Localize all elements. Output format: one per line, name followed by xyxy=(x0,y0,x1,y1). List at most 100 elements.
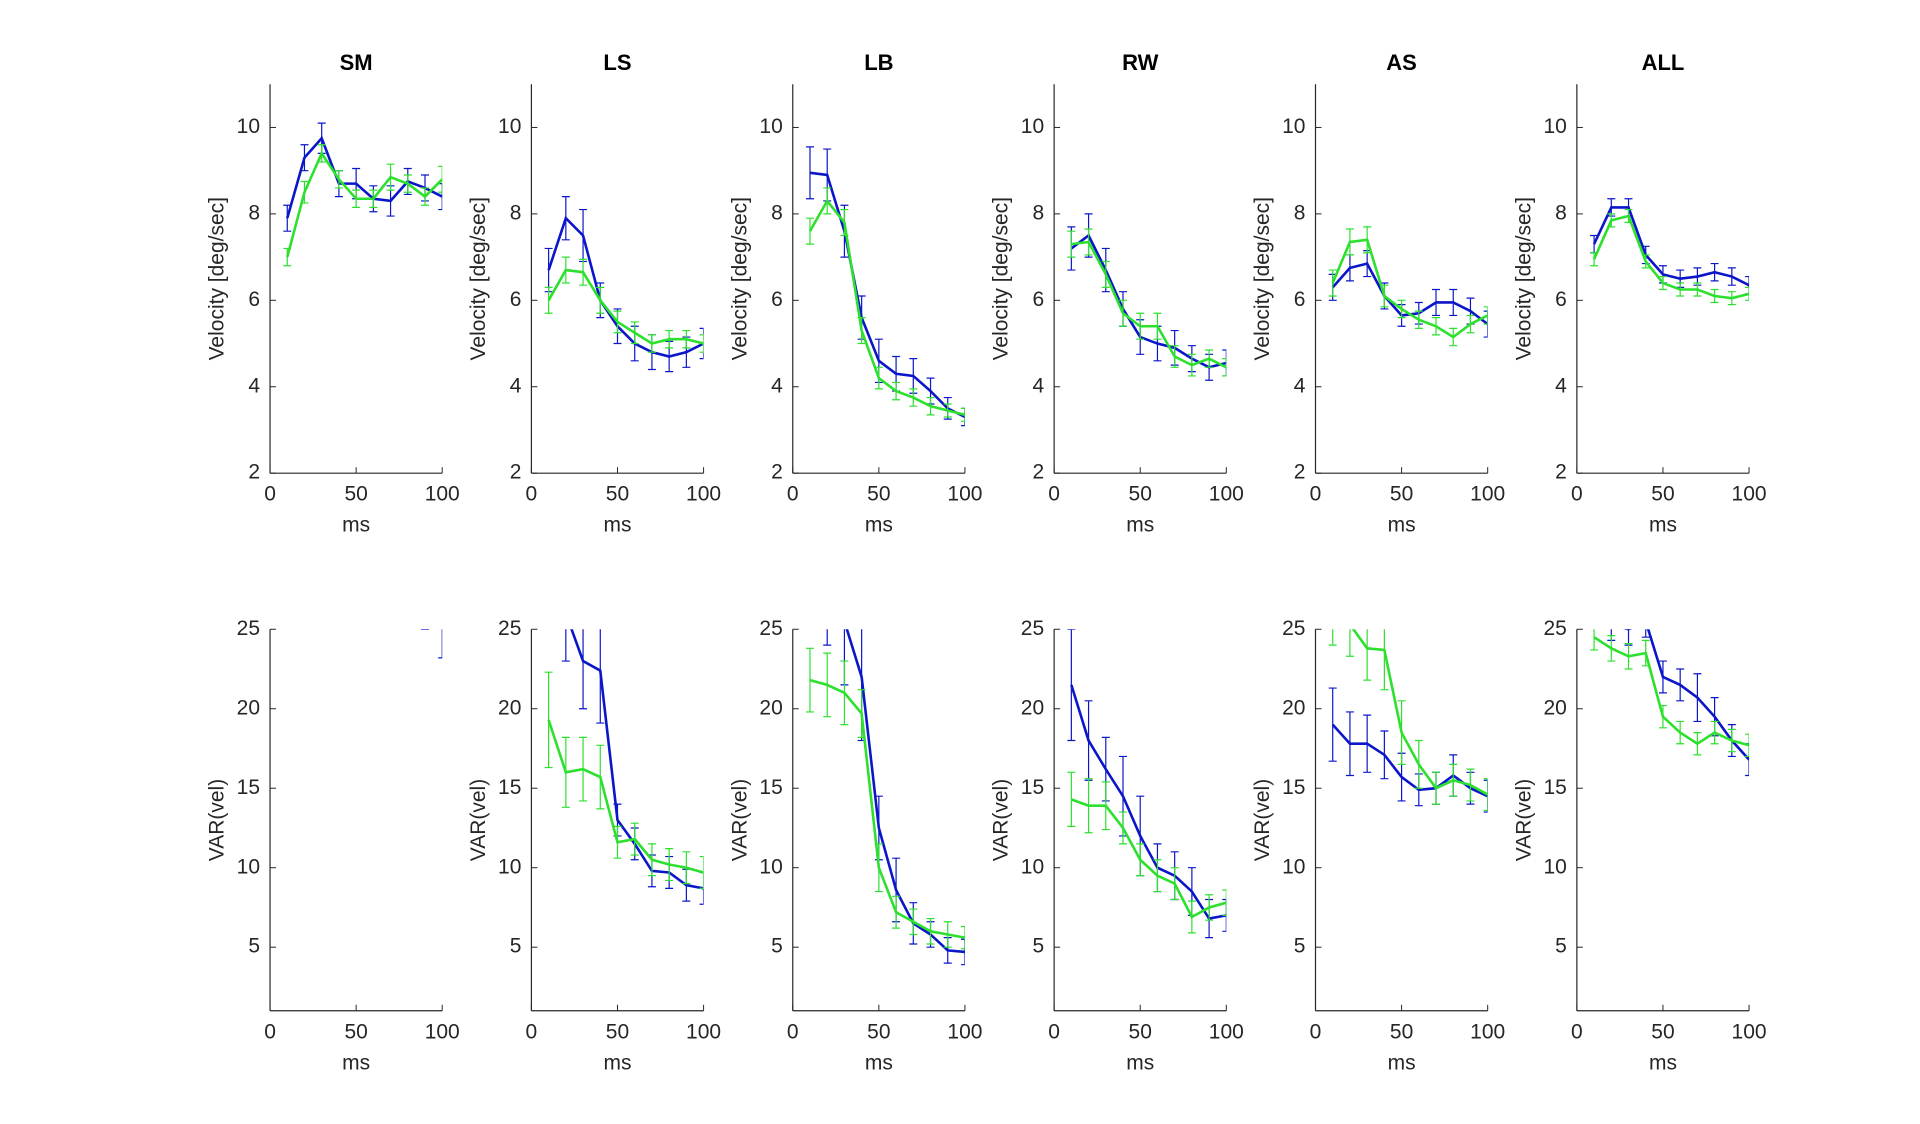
y-tick-label: 2 xyxy=(1032,461,1044,484)
error-bar xyxy=(1483,310,1488,338)
series-line xyxy=(808,198,965,417)
series-line xyxy=(547,719,704,874)
x-tick-label: 0 xyxy=(526,483,538,506)
error-bar xyxy=(613,825,622,859)
error-bar xyxy=(544,286,553,314)
plot-area xyxy=(1067,213,1227,381)
series-line xyxy=(1070,798,1227,919)
error-bar xyxy=(1067,629,1076,742)
error-bar xyxy=(579,629,588,710)
y-tick-label: 15 xyxy=(1544,776,1567,799)
y-tick-label: 2 xyxy=(771,461,783,484)
series-line xyxy=(1331,723,1488,798)
error-bar xyxy=(335,343,343,438)
error-bar xyxy=(926,396,935,416)
error-bar xyxy=(318,295,326,359)
error-bar xyxy=(404,534,412,598)
x-tick-label: 50 xyxy=(1651,1020,1674,1043)
error-bar xyxy=(1590,629,1599,651)
error-bar xyxy=(561,195,570,241)
series-line xyxy=(845,629,965,954)
error-bar xyxy=(1205,349,1214,368)
error-bar xyxy=(544,671,553,769)
error-bar xyxy=(1727,267,1736,286)
x-tick-label: 0 xyxy=(1571,1020,1583,1043)
y-tick-label: 5 xyxy=(248,935,260,958)
x-tick-label: 100 xyxy=(947,483,982,506)
x-axis-label: ms xyxy=(1649,1051,1677,1074)
y-tick-label: 6 xyxy=(1555,288,1567,311)
subplot: SM 0 50 100 2 4 6 8 10 ms Velocity [deg/sec] xyxy=(206,50,460,537)
y-tick-label: 25 xyxy=(1282,617,1305,640)
error-bar xyxy=(596,629,605,724)
error-bar xyxy=(1624,208,1633,224)
error-bar xyxy=(283,359,291,423)
error-bar xyxy=(1222,358,1227,377)
error-bar xyxy=(1590,252,1599,267)
error-bar xyxy=(1676,720,1685,745)
error-bar xyxy=(805,647,814,713)
y-tick-label: 15 xyxy=(498,776,521,799)
error-bar xyxy=(579,258,588,286)
x-tick-label: 50 xyxy=(867,1020,890,1043)
error-bar xyxy=(823,629,832,646)
error-bar xyxy=(1187,900,1196,934)
error-bar xyxy=(544,247,553,293)
error-bar xyxy=(857,689,866,738)
series-line xyxy=(809,171,965,419)
error-bar xyxy=(1641,254,1650,269)
error-bar xyxy=(960,925,965,950)
error-bar xyxy=(699,327,704,360)
error-bar xyxy=(283,204,292,232)
error-bar xyxy=(806,486,814,613)
y-axis-label: VAR(vel) xyxy=(1512,779,1535,861)
x-axis-label: ms xyxy=(1388,1051,1416,1074)
x-tick-label: 100 xyxy=(947,1020,982,1043)
x-axis-label: ms xyxy=(603,1051,631,1074)
y-tick-label: 5 xyxy=(1032,935,1044,958)
error-bar xyxy=(1658,704,1667,729)
error-bar xyxy=(1727,728,1736,753)
x-tick-label: 100 xyxy=(686,1020,721,1043)
y-tick-label: 15 xyxy=(237,776,260,799)
y-tick-label: 8 xyxy=(510,201,522,224)
error-bar xyxy=(1205,894,1214,921)
plot-area xyxy=(1328,226,1488,347)
y-tick-label: 20 xyxy=(1282,696,1305,719)
y-tick-label: 20 xyxy=(1021,696,1044,719)
error-bar xyxy=(1397,700,1406,765)
y-axis-label: Velocity [deg/sec] xyxy=(467,197,490,360)
x-tick-label: 100 xyxy=(425,483,460,506)
y-tick-label: 5 xyxy=(771,935,783,958)
plot-area xyxy=(283,264,443,659)
y-tick-label: 10 xyxy=(1282,115,1305,138)
error-bar xyxy=(1449,327,1458,347)
series-line xyxy=(809,678,965,939)
error-bar xyxy=(665,329,674,349)
error-bar xyxy=(283,264,291,359)
error-bar xyxy=(1084,228,1093,256)
subplot-title: LB xyxy=(864,50,893,75)
y-tick-label: 10 xyxy=(237,115,260,138)
error-bar xyxy=(1222,889,1227,916)
x-tick-label: 0 xyxy=(1048,1020,1060,1043)
y-tick-label: 25 xyxy=(1544,617,1567,640)
error-bar xyxy=(352,189,361,208)
x-tick-label: 0 xyxy=(1310,1020,1322,1043)
error-bar xyxy=(1607,213,1616,228)
error-bar xyxy=(1449,288,1458,317)
y-tick-label: 2 xyxy=(1555,461,1567,484)
error-bar xyxy=(1119,299,1128,327)
error-bar xyxy=(1170,345,1179,368)
y-tick-label: 4 xyxy=(1294,374,1306,397)
x-axis-label: ms xyxy=(342,1051,370,1074)
error-bar xyxy=(699,334,704,353)
error-bar xyxy=(1658,660,1667,694)
error-bar xyxy=(1170,867,1179,901)
error-bar xyxy=(823,652,832,718)
subplot-title: LS xyxy=(603,50,631,75)
subplot: LS 0 50 100 2 4 6 8 10 ms Velocity [deg/sec] xyxy=(467,50,721,537)
y-tick-label: 20 xyxy=(498,696,521,719)
